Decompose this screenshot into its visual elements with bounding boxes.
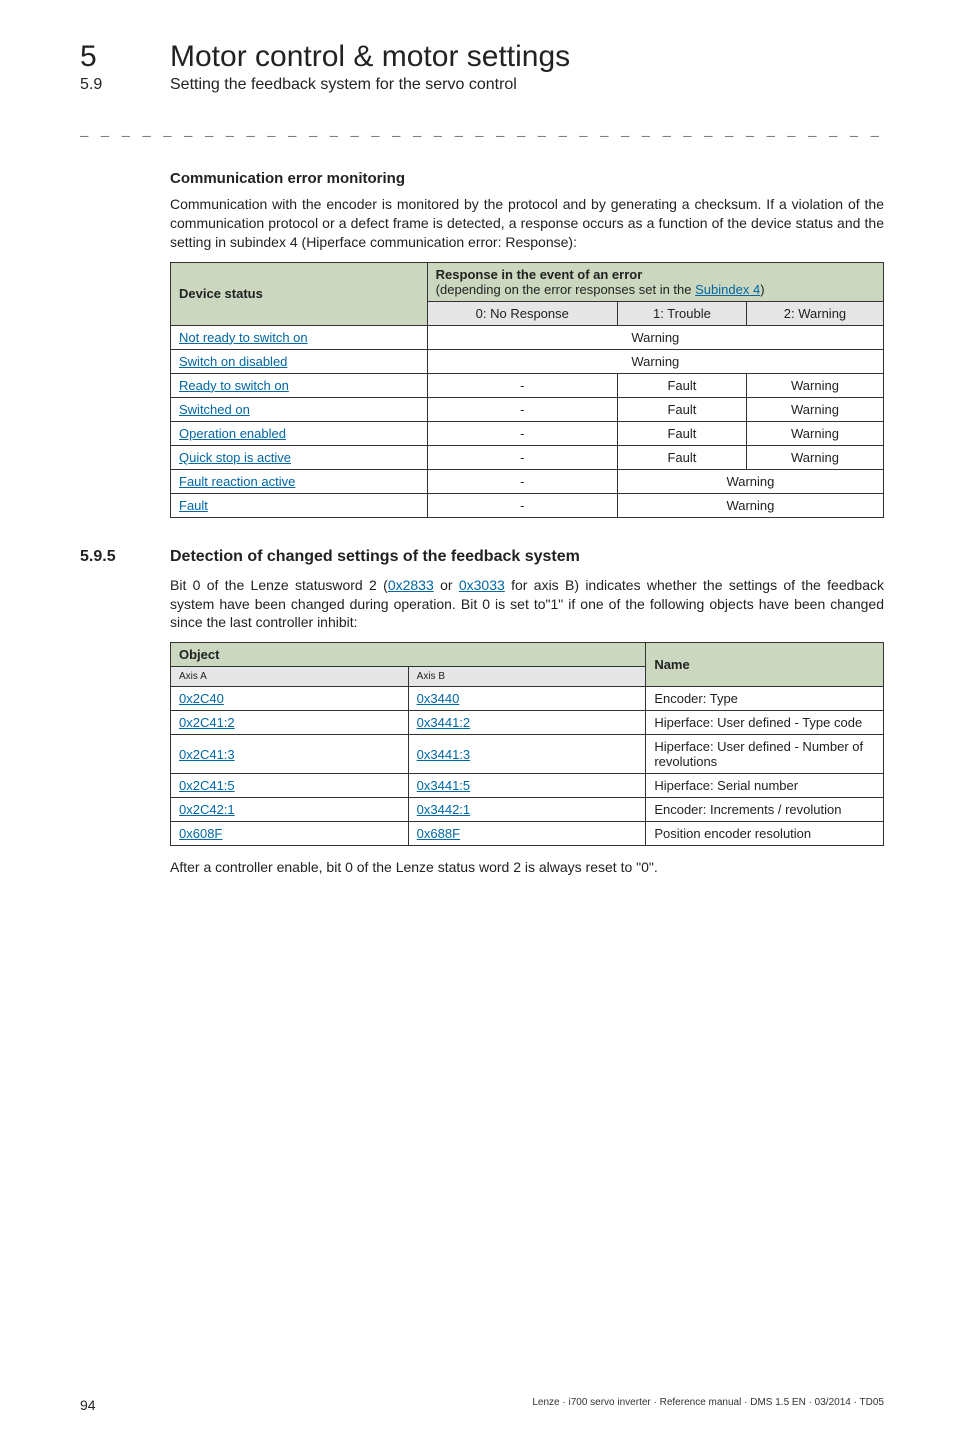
table-row: Switched on - Fault Warning [171, 397, 884, 421]
table-cell: - [427, 445, 617, 469]
object-link[interactable]: 0x3441:5 [417, 778, 471, 793]
device-state-link[interactable]: Switched on [179, 402, 250, 417]
table-header-name: Name [646, 643, 884, 687]
table-row: Ready to switch on - Fault Warning [171, 373, 884, 397]
section-number: 5.9 [80, 76, 170, 94]
subindex-link[interactable]: Subindex 4 [695, 282, 760, 297]
table-cell: Hiperface: User defined - Number of revo… [646, 735, 884, 774]
table-header-response-paren-pre: (depending on the error responses set in… [436, 282, 695, 297]
paragraph: Communication with the encoder is monito… [170, 195, 884, 252]
table-row: 0x2C40 0x3440 Encoder: Type [171, 687, 884, 711]
device-state-link[interactable]: Fault reaction active [179, 474, 295, 489]
error-response-table: Device status Response in the event of a… [170, 262, 884, 518]
text-run: or [434, 577, 459, 593]
table-cell: Fault [617, 421, 746, 445]
device-state-link[interactable]: Quick stop is active [179, 450, 291, 465]
device-state-link[interactable]: Operation enabled [179, 426, 286, 441]
object-link[interactable]: 0x2C40 [179, 691, 224, 706]
divider-dashes: _ _ _ _ _ _ _ _ _ _ _ _ _ _ _ _ _ _ _ _ … [80, 124, 884, 140]
table-header-response: Response in the event of an error (depen… [427, 262, 883, 301]
chapter-title: Motor control & motor settings [170, 40, 570, 74]
table-cell: Warning [427, 325, 883, 349]
table-row: 0x2C41:2 0x3441:2 Hiperface: User define… [171, 711, 884, 735]
object-link[interactable]: 0x2C41:5 [179, 778, 235, 793]
table-row: 0x2C42:1 0x3442:1 Encoder: Increments / … [171, 798, 884, 822]
table-cell: Encoder: Increments / revolution [646, 798, 884, 822]
object-link[interactable]: 0x2C41:2 [179, 715, 235, 730]
device-state-link[interactable]: Fault [179, 498, 208, 513]
page-number: 94 [80, 1397, 96, 1413]
table-row: Fault - Warning [171, 493, 884, 517]
table-cell: Hiperface: User defined - Type code [646, 711, 884, 735]
table-cell: Warning [617, 469, 883, 493]
table-row: Quick stop is active - Fault Warning [171, 445, 884, 469]
table-cell: - [427, 373, 617, 397]
object-link[interactable]: 0x608F [179, 826, 222, 841]
chapter-number: 5 [80, 40, 170, 74]
table-cell: Fault [617, 445, 746, 469]
table-header-device: Device status [171, 262, 428, 325]
table-subheader: Axis A [171, 667, 409, 687]
paragraph: After a controller enable, bit 0 of the … [170, 858, 884, 877]
subsection-number: 5.9.5 [80, 548, 170, 566]
object-link[interactable]: 0x2833 [388, 577, 434, 593]
section-title: Setting the feedback system for the serv… [170, 76, 517, 94]
device-state-link[interactable]: Switch on disabled [179, 354, 287, 369]
device-state-link[interactable]: Not ready to switch on [179, 330, 308, 345]
table-cell: Warning [427, 349, 883, 373]
object-link[interactable]: 0x2C41:3 [179, 747, 235, 762]
table-row: Not ready to switch on Warning [171, 325, 884, 349]
table-cell: - [427, 421, 617, 445]
object-link[interactable]: 0x3033 [459, 577, 505, 593]
table-row: Fault reaction active - Warning [171, 469, 884, 493]
object-link[interactable]: 0x688F [417, 826, 460, 841]
table-cell: Encoder: Type [646, 687, 884, 711]
table-subheader: Axis B [408, 667, 646, 687]
subsection-title: Detection of changed settings of the fee… [170, 548, 580, 566]
table-header-response-paren-post: ) [760, 282, 764, 297]
table-cell: Warning [746, 397, 883, 421]
paragraph: Bit 0 of the Lenze statusword 2 (0x2833 … [170, 576, 884, 633]
table-cell: Fault [617, 373, 746, 397]
table-cell: Warning [617, 493, 883, 517]
table-cell: - [427, 493, 617, 517]
table-cell: Warning [746, 445, 883, 469]
object-link[interactable]: 0x3441:2 [417, 715, 471, 730]
table-cell: Warning [746, 373, 883, 397]
table-header-object: Object [171, 643, 646, 667]
object-table: Object Name Axis A Axis B 0x2C40 0x3440 … [170, 642, 884, 846]
device-state-link[interactable]: Ready to switch on [179, 378, 289, 393]
object-link[interactable]: 0x3441:3 [417, 747, 471, 762]
table-cell: - [427, 397, 617, 421]
table-row: 0x2C41:5 0x3441:5 Hiperface: Serial numb… [171, 774, 884, 798]
table-subheader: 1: Trouble [617, 301, 746, 325]
table-cell: Fault [617, 397, 746, 421]
table-cell: Position encoder resolution [646, 822, 884, 846]
object-link[interactable]: 0x3442:1 [417, 802, 471, 817]
table-subheader: 2: Warning [746, 301, 883, 325]
table-cell: Hiperface: Serial number [646, 774, 884, 798]
table-cell: Warning [746, 421, 883, 445]
table-row: Operation enabled - Fault Warning [171, 421, 884, 445]
table-cell: - [427, 469, 617, 493]
text-run: Bit 0 of the Lenze statusword 2 ( [170, 577, 388, 593]
table-row: Switch on disabled Warning [171, 349, 884, 373]
subsection-heading: Communication error monitoring [170, 170, 884, 187]
table-header-response-line1: Response in the event of an error [436, 267, 643, 282]
table-row: 0x608F 0x688F Position encoder resolutio… [171, 822, 884, 846]
table-row: 0x2C41:3 0x3441:3 Hiperface: User define… [171, 735, 884, 774]
table-subheader: 0: No Response [427, 301, 617, 325]
object-link[interactable]: 0x2C42:1 [179, 802, 235, 817]
object-link[interactable]: 0x3440 [417, 691, 460, 706]
footer-text: Lenze · i700 servo inverter · Reference … [532, 1397, 884, 1413]
